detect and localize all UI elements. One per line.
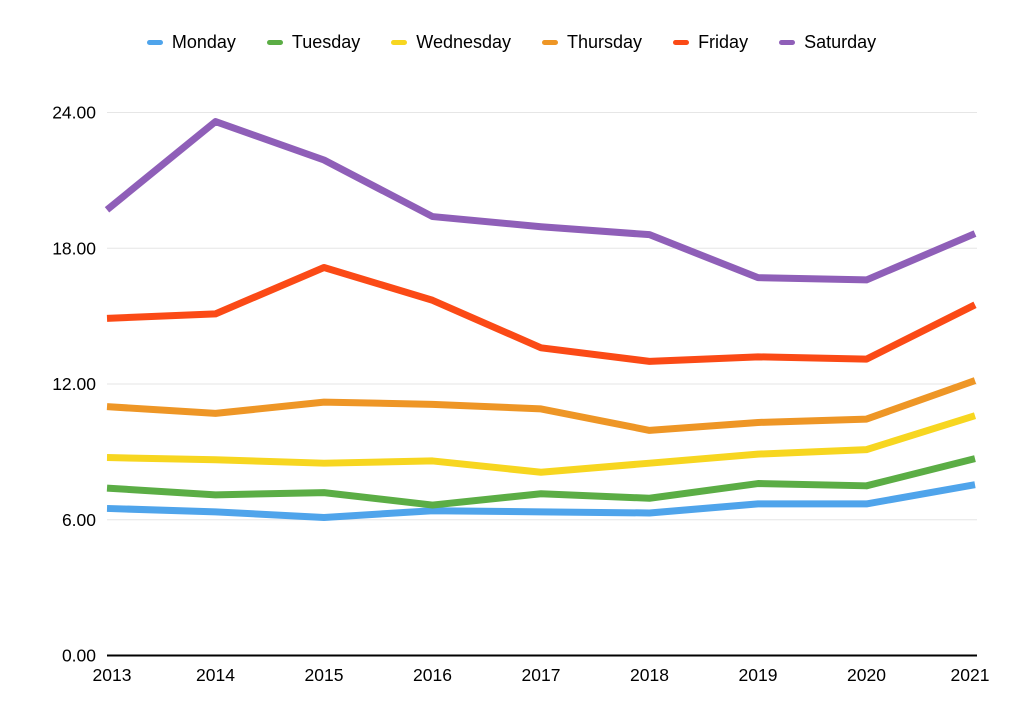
x-tick-label-2021: 2021	[951, 665, 990, 685]
series-line-wednesday	[106, 412, 977, 476]
x-tick-label-2014: 2014	[196, 665, 235, 685]
legend-label-saturday: Saturday	[804, 32, 877, 52]
legend-label-tuesday: Tuesday	[291, 32, 361, 52]
x-tick-label-2015: 2015	[305, 665, 344, 685]
legend-item-monday: Monday	[146, 30, 236, 54]
series-line-friday	[106, 263, 977, 365]
legend-item-saturday: Saturday	[779, 30, 876, 54]
x-tick-label-2020: 2020	[847, 665, 886, 685]
legend-swatch-tuesday	[266, 39, 283, 45]
x-tick-label-2019: 2019	[739, 665, 778, 685]
y-tick-label-18: 18.00	[52, 238, 96, 258]
legend-label-wednesday: Wednesday	[416, 32, 512, 52]
legend-swatch-friday	[673, 39, 690, 45]
legend-swatch-saturday	[779, 39, 796, 45]
y-tick-label-0: 0.00	[62, 646, 96, 666]
series-line-tuesday	[106, 455, 976, 509]
legend-label-monday: Monday	[171, 32, 236, 52]
x-tick-label-2017: 2017	[522, 665, 561, 685]
legend-item-tuesday: Tuesday	[266, 30, 361, 54]
y-tick-label-24: 24.00	[52, 103, 96, 123]
legend-swatch-thursday	[542, 39, 559, 45]
series-line-thursday	[106, 377, 977, 434]
chart-legend: Monday Tuesday Wednesday Thursday Friday Satu…	[0, 30, 1023, 54]
legend-swatch-monday	[146, 39, 163, 45]
legend-item-wednesday: Wednesday	[391, 30, 511, 54]
legend-item-thursday: Thursday	[542, 30, 642, 54]
legend-label-friday: Friday	[698, 32, 749, 52]
y-tick-label-6: 6.00	[62, 510, 96, 530]
legend-item-friday: Friday	[673, 30, 748, 54]
y-tick-label-12: 12.00	[52, 374, 96, 394]
x-tick-label-2018: 2018	[630, 665, 669, 685]
legend-swatch-wednesday	[391, 39, 408, 45]
series-line-saturday	[104, 118, 977, 284]
x-tick-label-2016: 2016	[413, 665, 452, 685]
x-tick-label-2013: 2013	[93, 665, 132, 685]
series-line-monday	[106, 481, 976, 521]
legend-label-thursday: Thursday	[567, 32, 643, 52]
